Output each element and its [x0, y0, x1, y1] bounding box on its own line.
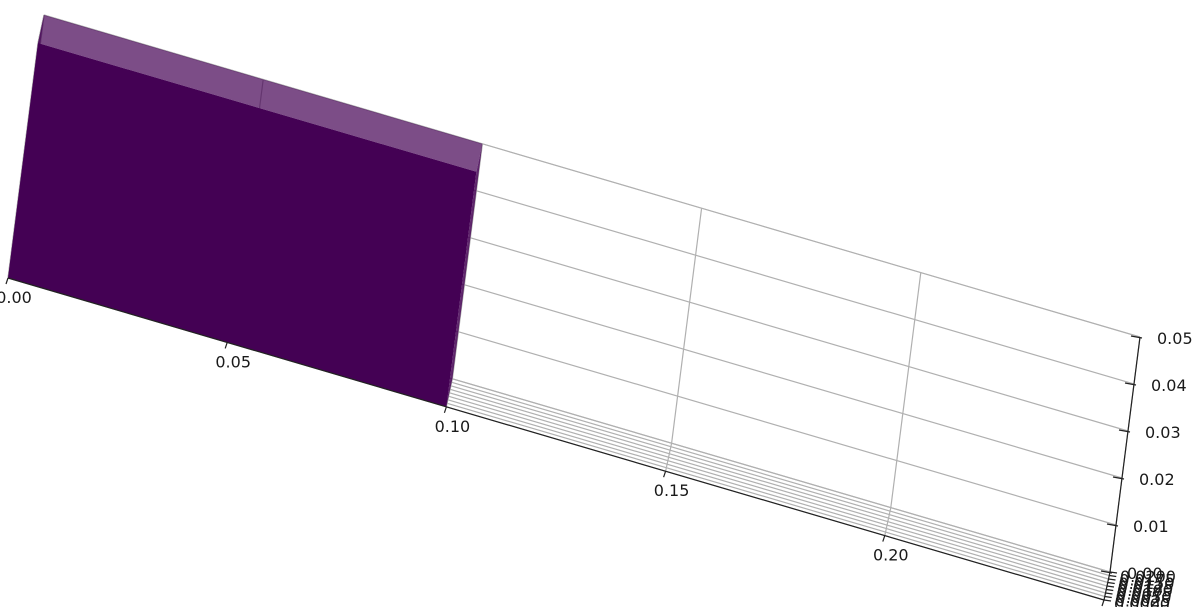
y-tick-label: 0.0125 — [1118, 578, 1174, 597]
y-tick-label: 0.0175 — [1119, 571, 1175, 590]
z-tick-label: 0.05 — [1157, 329, 1193, 348]
y-tick — [1109, 574, 1117, 578]
y-tick — [1103, 599, 1112, 602]
z-gridline — [43, 14, 1141, 338]
z-tick — [1118, 429, 1131, 433]
z-tick-label: 0.02 — [1139, 470, 1175, 489]
data-block-top — [38, 15, 483, 172]
x-gridline — [671, 208, 703, 444]
y-tick — [1106, 588, 1114, 592]
z-axis-line — [1109, 336, 1141, 573]
y-tick — [1105, 592, 1113, 595]
y-tick-label: 0.0025 — [1115, 592, 1171, 607]
x-tick-label: 0.00 — [0, 288, 32, 307]
x-tick — [663, 471, 667, 478]
y-tick — [1108, 578, 1116, 581]
x-tick-label: 0.05 — [215, 352, 251, 371]
y-tick-label: 0.0075 — [1116, 585, 1172, 604]
z-tick-label: 0.00 — [1127, 564, 1163, 583]
x-gridline — [890, 272, 922, 508]
z-tick — [1100, 570, 1113, 574]
x-tick — [443, 406, 447, 413]
data-block-end — [446, 143, 483, 407]
x-tick — [224, 342, 228, 349]
z-tick — [1112, 476, 1125, 480]
z-tick-label: 0.04 — [1151, 376, 1187, 395]
z-tick — [1124, 382, 1137, 386]
x-tick — [1101, 599, 1105, 607]
data-block — [8, 15, 483, 407]
y-tick — [1104, 595, 1112, 599]
chart-axes — [5, 277, 1143, 607]
x-tick — [882, 535, 886, 542]
data-block-front — [8, 43, 477, 407]
y-tick-label: 0.0150 — [1119, 574, 1175, 593]
y-tick-label: 0.0000 — [1114, 595, 1170, 607]
y-tick — [1107, 581, 1115, 585]
x-tick-label: 0.10 — [435, 417, 471, 436]
y-tick-label: 0.0050 — [1116, 588, 1172, 607]
y-tick — [1109, 571, 1118, 574]
y-tick-label: 0.0200 — [1120, 567, 1176, 586]
y-tick-label: 0.0100 — [1117, 581, 1173, 600]
z-tick-label: 0.01 — [1133, 517, 1169, 536]
x-axis-line — [7, 277, 1105, 601]
x-tick-label: 0.15 — [654, 481, 690, 500]
y-tick — [1106, 585, 1115, 588]
x-tick — [5, 277, 9, 285]
z-tick — [1130, 335, 1143, 339]
chart-tick-labels: 0.000.050.100.150.200.250.000.010.020.03… — [0, 288, 1193, 607]
z-tick-label: 0.03 — [1145, 423, 1181, 442]
z-tick — [1106, 523, 1119, 527]
x-tick-label: 0.20 — [873, 546, 909, 565]
